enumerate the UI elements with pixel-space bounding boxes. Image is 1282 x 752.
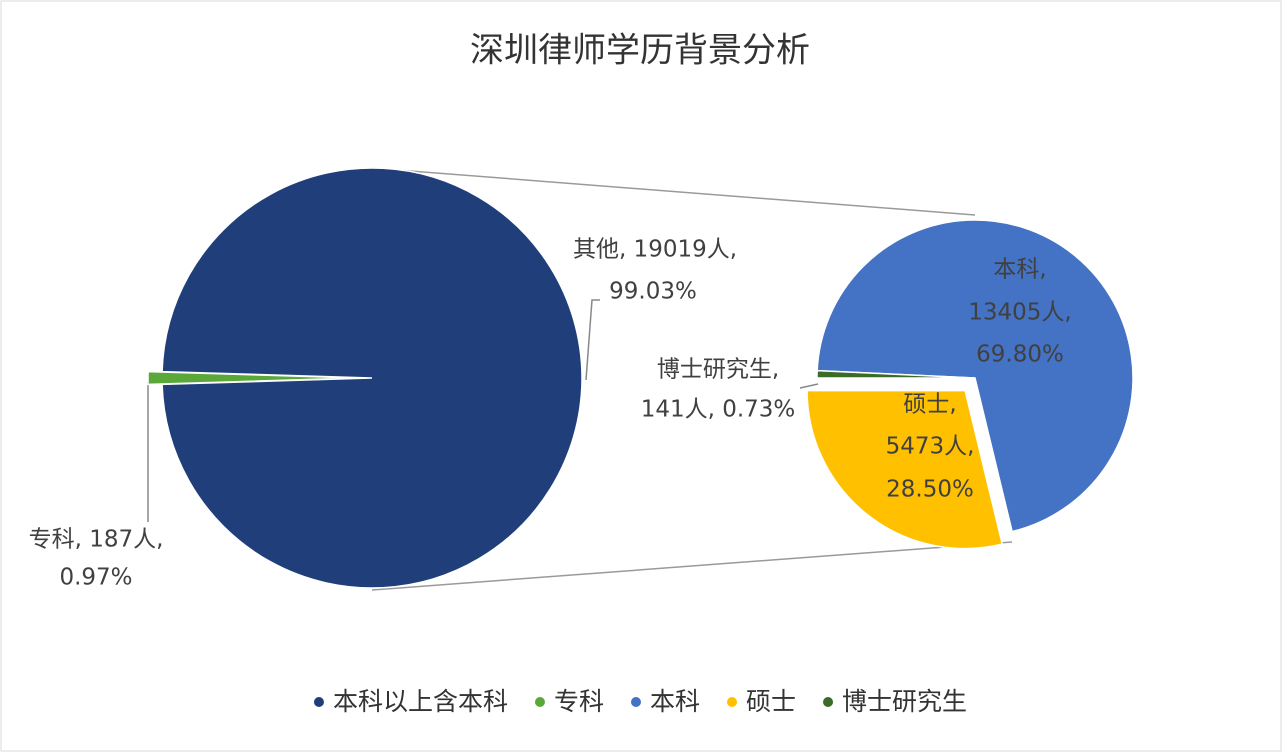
data-label: 硕士, xyxy=(903,392,956,418)
legend-label: 硕士 xyxy=(746,687,796,716)
data-label: 141人, 0.73% xyxy=(641,397,796,423)
main-slice xyxy=(147,370,359,386)
legend-marker xyxy=(534,697,545,707)
connector-line xyxy=(371,167,976,216)
main-slice xyxy=(161,167,583,589)
legend-marker xyxy=(823,697,834,707)
data-label: 99.03% xyxy=(609,279,697,305)
leader-line xyxy=(585,299,600,381)
data-label: 0.97% xyxy=(59,565,132,591)
data-label: 69.80% xyxy=(976,342,1064,368)
legend-marker xyxy=(313,697,324,707)
secondary-slice xyxy=(816,369,976,379)
data-label: 博士研究生, xyxy=(657,357,779,383)
secondary-slice xyxy=(816,219,1134,533)
secondary-slice xyxy=(806,389,1004,550)
data-label: 13405人, xyxy=(968,300,1071,326)
legend-label: 本科 xyxy=(650,687,700,716)
legend-marker xyxy=(727,697,738,707)
legend-label: 专科 xyxy=(554,687,604,716)
data-label: 本科, xyxy=(993,257,1046,283)
legend-label: 本科以上含本科 xyxy=(333,687,508,716)
data-label: 专科, 187人, xyxy=(29,527,164,553)
leader-line xyxy=(799,383,819,389)
data-label: 28.50% xyxy=(886,477,974,503)
data-label: 其他, 19019人, xyxy=(573,237,737,263)
data-label: 5473人, xyxy=(886,434,975,460)
chart-title: 深圳律师学历背景分析 xyxy=(470,31,810,71)
connector-line xyxy=(371,541,1013,591)
legend-label: 博士研究生 xyxy=(842,687,967,716)
legend-marker xyxy=(630,697,641,707)
